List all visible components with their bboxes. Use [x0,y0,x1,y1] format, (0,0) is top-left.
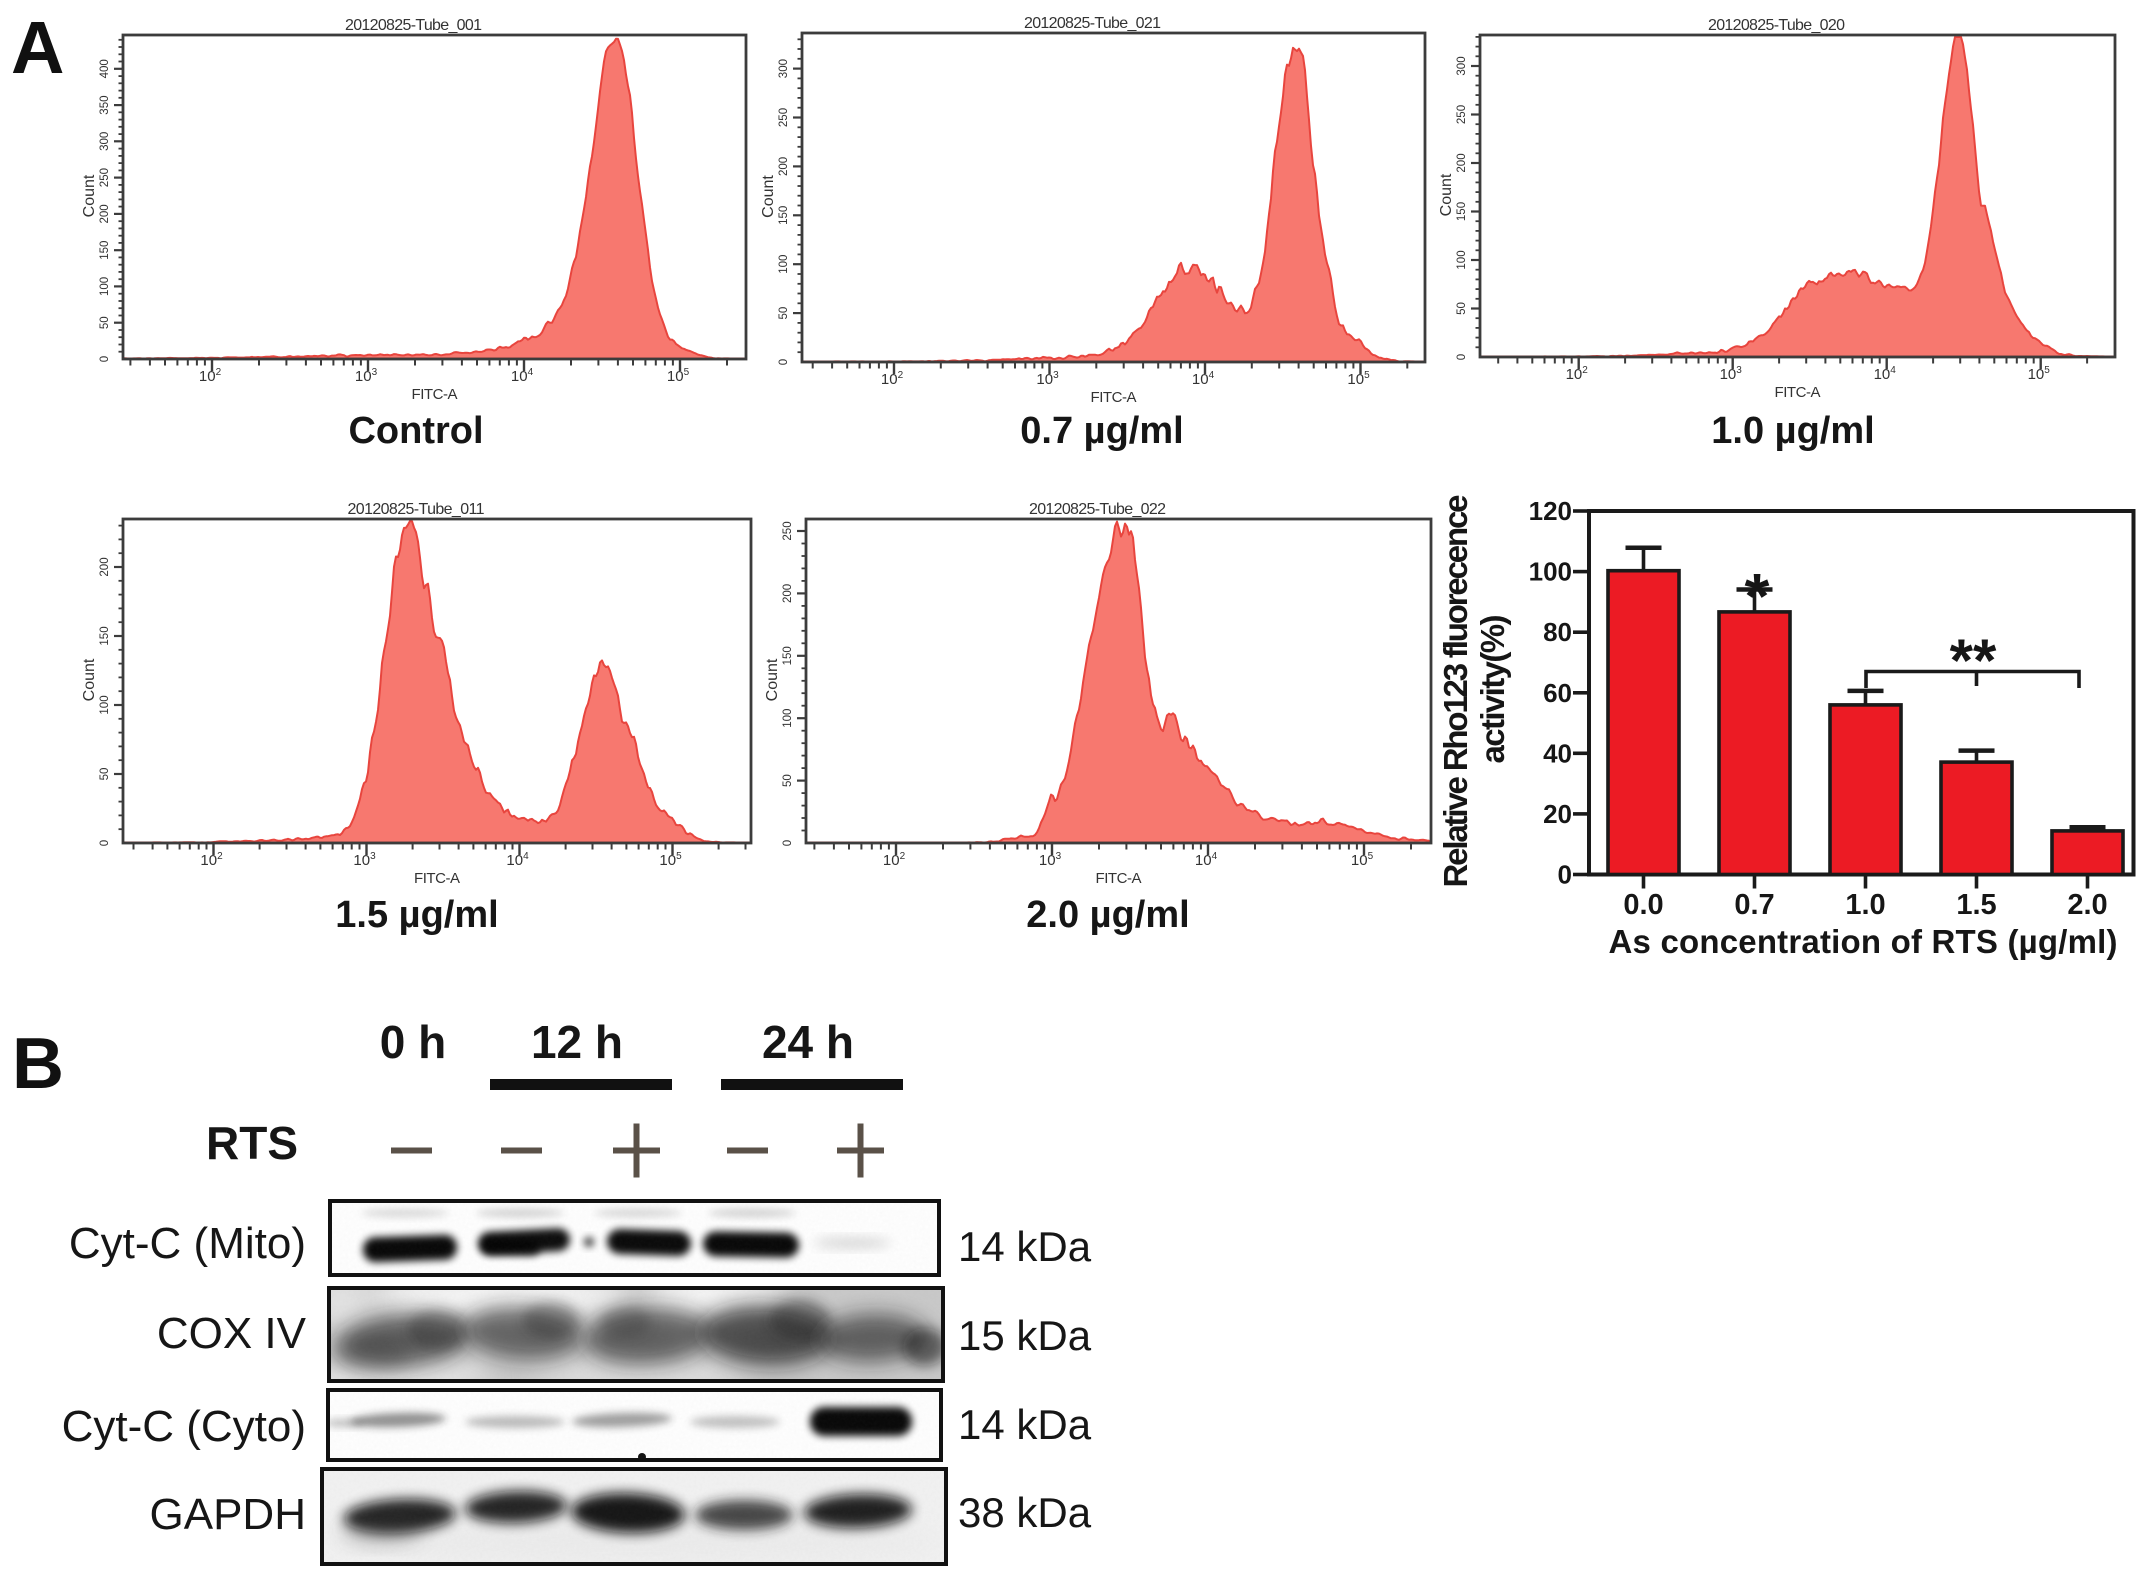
svg-text:350: 350 [99,96,111,115]
svg-text:0.7 µg/ml: 0.7 µg/ml [1020,410,1183,452]
svg-text:150: 150 [99,241,111,260]
svg-text:Cyt-C (Mito): Cyt-C (Mito) [69,1219,306,1268]
svg-text:50: 50 [99,316,111,329]
svg-text:RTS: RTS [206,1117,298,1169]
svg-text:0: 0 [782,840,794,846]
svg-text:0: 0 [778,359,790,365]
svg-text:20120825-Tube_001: 20120825-Tube_001 [345,17,482,34]
svg-text:0 h: 0 h [380,1016,446,1068]
svg-text:1.0 µg/ml: 1.0 µg/ml [1711,410,1874,452]
svg-text:FITC-A: FITC-A [1096,870,1142,887]
svg-text:200: 200 [1456,153,1468,172]
svg-text:**: ** [1950,627,1997,694]
svg-text:50: 50 [782,774,794,787]
svg-text:2.0: 2.0 [2067,889,2107,921]
svg-text:0.7: 0.7 [1734,889,1774,921]
svg-text:Relative Rho123 fluorecence: Relative Rho123 fluorecence [1437,495,1474,888]
svg-text:Cyt-C (Cyto): Cyt-C (Cyto) [62,1402,306,1451]
svg-text:40: 40 [1543,738,1572,768]
svg-text:100: 100 [778,255,790,274]
svg-text:100: 100 [782,709,794,728]
svg-text:14 kDa: 14 kDa [958,1401,1092,1448]
svg-text:150: 150 [778,206,790,225]
svg-text:200: 200 [99,557,111,576]
svg-text:20120825-Tube_022: 20120825-Tube_022 [1029,501,1166,518]
svg-text:Count: Count [81,658,98,701]
svg-text:100: 100 [99,695,111,714]
svg-text:1.0: 1.0 [1845,889,1885,921]
svg-text:A: A [11,6,64,89]
svg-text:50: 50 [99,768,111,781]
svg-text:1.5 µg/ml: 1.5 µg/ml [335,894,498,936]
svg-text:12 h: 12 h [531,1016,623,1068]
svg-text:60: 60 [1543,678,1572,708]
svg-text:15 kDa: 15 kDa [958,1312,1092,1359]
svg-text:FITC-A: FITC-A [1775,384,1821,401]
svg-text:300: 300 [1456,56,1468,75]
svg-text:20120825-Tube_021: 20120825-Tube_021 [1024,15,1161,32]
svg-text:100: 100 [1456,250,1468,269]
svg-text:Count: Count [1438,173,1455,216]
svg-text:100: 100 [99,277,111,296]
svg-text:B: B [12,1024,64,1104]
svg-text:GAPDH: GAPDH [150,1490,306,1539]
svg-text:300: 300 [778,59,790,78]
svg-text:0: 0 [1456,354,1468,360]
svg-text:80: 80 [1543,617,1572,647]
svg-text:Count: Count [760,175,777,218]
svg-text:20120825-Tube_011: 20120825-Tube_011 [348,501,485,518]
svg-text:Count: Count [81,174,98,217]
svg-text:FITC-A: FITC-A [412,386,458,403]
svg-text:50: 50 [1456,302,1468,315]
svg-text:150: 150 [99,626,111,645]
svg-text:Control: Control [348,410,483,452]
svg-text:Count: Count [764,658,781,701]
svg-text:24 h: 24 h [762,1016,854,1068]
svg-text:0: 0 [1558,860,1572,890]
svg-text:100: 100 [1529,557,1572,587]
svg-text:20120825-Tube_020: 20120825-Tube_020 [1708,17,1845,34]
svg-text:300: 300 [99,132,111,151]
svg-text:400: 400 [99,59,111,78]
svg-text:1.5: 1.5 [1956,889,1996,921]
svg-text:120: 120 [1529,496,1572,526]
svg-text:200: 200 [99,204,111,223]
svg-text:250: 250 [778,108,790,127]
svg-text:COX IV: COX IV [157,1309,307,1358]
svg-text:150: 150 [782,646,794,665]
svg-text:As concentration of RTS (µg/ml: As concentration of RTS (µg/ml) [1609,923,2118,960]
svg-text:activity(%): activity(%) [1474,615,1511,764]
svg-text:38 kDa: 38 kDa [958,1489,1092,1536]
svg-text:0: 0 [99,356,111,362]
svg-text:14 kDa: 14 kDa [958,1223,1092,1270]
svg-text:250: 250 [1456,105,1468,124]
svg-text:FITC-A: FITC-A [414,870,460,887]
svg-text:0.0: 0.0 [1623,889,1663,921]
svg-text:FITC-A: FITC-A [1091,389,1137,406]
svg-text:20: 20 [1543,799,1572,829]
svg-text:50: 50 [778,307,790,320]
svg-text:200: 200 [782,584,794,603]
svg-text:250: 250 [782,521,794,540]
svg-text:200: 200 [778,157,790,176]
svg-text:250: 250 [99,168,111,187]
svg-text:150: 150 [1456,202,1468,221]
svg-text:*: * [1745,560,1770,632]
svg-text:2.0 µg/ml: 2.0 µg/ml [1026,894,1189,936]
svg-text:0: 0 [99,840,111,846]
